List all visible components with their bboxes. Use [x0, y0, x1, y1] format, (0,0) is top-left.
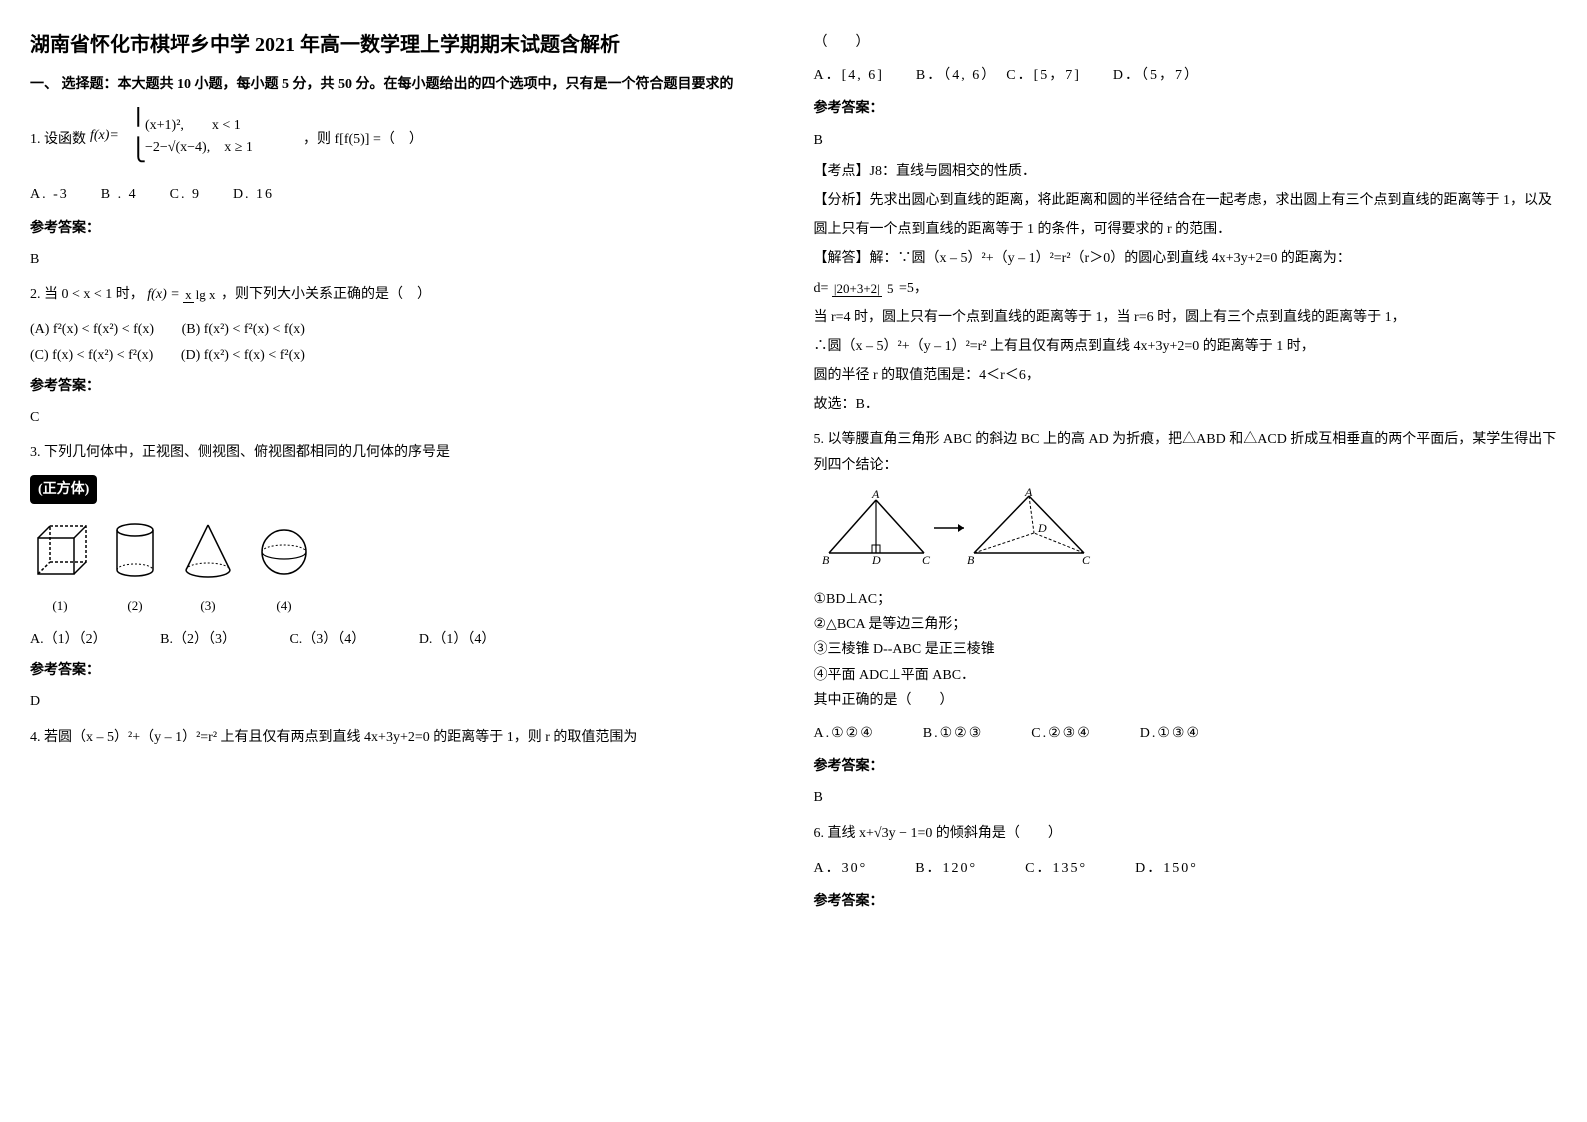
- svg-text:C: C: [922, 553, 931, 567]
- d-prefix: d=: [814, 281, 829, 296]
- q2-option-d: (D) f(x²) < f(x) < f²(x): [181, 343, 305, 368]
- shape-label-1: (1): [30, 594, 90, 617]
- q4-line3: 圆的半径 r 的取值范围是：4＜r＜6，: [814, 363, 1558, 388]
- svg-text:B: B: [967, 553, 975, 567]
- svg-text:−2−√(x−4), x ≥ 1: −2−√(x−4), x ≥ 1: [145, 140, 253, 155]
- q2-answer-label: 参考答案：: [30, 374, 774, 399]
- q6-answer-label: 参考答案：: [814, 889, 1558, 914]
- q3-badge: (正方体): [30, 475, 97, 504]
- svg-text:A: A: [1024, 488, 1033, 499]
- q1-answer-label: 参考答案：: [30, 216, 774, 241]
- q3-opt-b: B.（2）（3）: [160, 632, 236, 647]
- q4-d-formula: d= |20+3+2| 5 =5，: [814, 276, 1558, 301]
- svg-text:C: C: [1082, 553, 1091, 567]
- shape-label-3: (3): [180, 594, 236, 617]
- q4-answer-label: 参考答案：: [814, 96, 1558, 121]
- question-6: 6. 直线 x+√3y − 1=0 的倾斜角是（ ）: [814, 821, 1558, 846]
- q4-line2: ∴圆（x – 5）²+（y – 1）²=r² 上有且仅有两点到直线 4x+3y+…: [814, 334, 1558, 359]
- q5-item3: ③三棱锥 D--ABC 是正三棱锥: [814, 637, 1558, 662]
- q2-option-c: (C) f(x) < f(x²) < f²(x): [30, 343, 153, 368]
- q3-opt-c: C.（3）（4）: [289, 632, 365, 647]
- q5-options: A.①②④ B.①②③ C.②③④ D.①③④: [814, 721, 1558, 746]
- shape-sphere: (4): [256, 524, 312, 617]
- d-num: |20+3+2|: [832, 281, 882, 297]
- q4-fenxi: 【分析】先求出圆心到直线的距离，将此距离和圆的半径结合在一起考虑，求出圆上有三个…: [814, 188, 1558, 213]
- svg-text:D: D: [871, 553, 881, 567]
- right-column: （ ） A．[4, 6] B．（4, 6） C．[5，7] D．（5，7） 参考…: [814, 30, 1558, 914]
- question-3: 3. 下列几何体中，正视图、侧视图、俯视图都相同的几何体的序号是: [30, 440, 774, 465]
- shape-label-2: (2): [110, 594, 160, 617]
- q5-diagram: A B D C A B D C: [814, 488, 1558, 577]
- q1-suffix: ，则 f[f(5)] =（ ）: [303, 132, 423, 147]
- q3-answer-label: 参考答案：: [30, 658, 774, 683]
- q1-answer: B: [30, 247, 774, 272]
- q2-prefix: 2. 当 0 < x < 1 时，: [30, 287, 144, 302]
- section-header: 一、 选择题：本大题共 10 小题，每小题 5 分，共 50 分。在每小题给出的…: [30, 72, 774, 97]
- q6-options: A．30° B．120° C．135° D．150°: [814, 856, 1558, 881]
- q5-which: 其中正确的是（ ）: [814, 688, 1558, 713]
- q1-formula: f(x)= ⎧ ⎩ (x+1)², x < 1 −2−√(x−4), x ≥ 1: [90, 107, 300, 172]
- q5-item2: ②△BCA 是等边三角形；: [814, 612, 1558, 637]
- q1-options: A. -3 B . 4 C. 9 D. 16: [30, 182, 774, 207]
- q4-fenxi2: 圆上只有一个点到直线的距离等于 1 的条件，可得要求的 r 的范围．: [814, 217, 1558, 242]
- q2-option-a: (A) f²(x) < f(x²) < f(x): [30, 317, 154, 342]
- question-2: 2. 当 0 < x < 1 时， f(x) = xlg x ，则下列大小关系正…: [30, 282, 774, 307]
- question-4: 4. 若圆（x – 5）²+（y – 1）²=r² 上有且仅有两点到直线 4x+…: [30, 725, 774, 750]
- shape-label-4: (4): [256, 594, 312, 617]
- question-5: 5. 以等腰直角三角形 ABC 的斜边 BC 上的高 AD 为折痕，把△ABD …: [814, 427, 1558, 477]
- svg-text:A: A: [871, 488, 880, 501]
- q5-item4: ④平面 ADC⊥平面 ABC．: [814, 663, 1558, 688]
- q3-opt-d: D.（1）（4）: [419, 632, 496, 647]
- q2-option-b: (B) f(x²) < f²(x) < f(x): [182, 317, 305, 342]
- svg-text:D: D: [1037, 521, 1047, 535]
- q2-suffix: ，则下列大小关系正确的是（ ）: [221, 287, 431, 302]
- shape-cone: (3): [180, 520, 236, 617]
- q3-answer: D: [30, 689, 774, 714]
- q3-options: A.（1）（2） B.（2）（3） C.（3）（4） D.（1）（4）: [30, 627, 774, 652]
- q1-prefix: 1. 设函数: [30, 132, 86, 147]
- q4-line1: 当 r=4 时，圆上只有一个点到直线的距离等于 1，当 r=6 时，圆上有三个点…: [814, 305, 1558, 330]
- q5-item1: ①BD⊥AC；: [814, 587, 1558, 612]
- q4-jieda: 【解答】解：∵圆（x – 5）²+（y – 1）²=r²（r＞0）的圆心到直线 …: [814, 246, 1558, 271]
- q3-shapes: (1) (2) (3): [30, 520, 774, 617]
- q2-formula: f(x) = xlg x: [147, 282, 217, 307]
- page-title: 湖南省怀化市棋坪乡中学 2021 年高一数学理上学期期末试题含解析: [30, 30, 774, 60]
- q4-options: A．[4, 6] B．（4, 6） C．[5，7] D．（5，7）: [814, 63, 1558, 88]
- d-suffix: =5，: [899, 281, 928, 296]
- q2-answer: C: [30, 405, 774, 430]
- shape-cube: (1): [30, 520, 90, 617]
- q4-line4: 故选：B．: [814, 392, 1558, 417]
- shape-cylinder: (2): [110, 520, 160, 617]
- q4-kaodian: 【考点】J8：直线与圆相交的性质．: [814, 159, 1558, 184]
- q5-answer: B: [814, 785, 1558, 810]
- svg-text:B: B: [822, 553, 830, 567]
- q4-answer: B: [814, 128, 1558, 153]
- q4-blank: （ ）: [814, 30, 1558, 55]
- left-column: 湖南省怀化市棋坪乡中学 2021 年高一数学理上学期期末试题含解析 一、 选择题…: [30, 30, 774, 914]
- svg-text:(x+1)², x < 1: (x+1)², x < 1: [145, 118, 241, 133]
- svg-text:f(x)=: f(x)=: [90, 128, 119, 143]
- q3-opt-a: A.（1）（2）: [30, 632, 107, 647]
- q5-answer-label: 参考答案：: [814, 754, 1558, 779]
- d-den: 5: [885, 281, 896, 296]
- question-1: 1. 设函数 f(x)= ⎧ ⎩ (x+1)², x < 1 −2−√(x−4)…: [30, 107, 774, 172]
